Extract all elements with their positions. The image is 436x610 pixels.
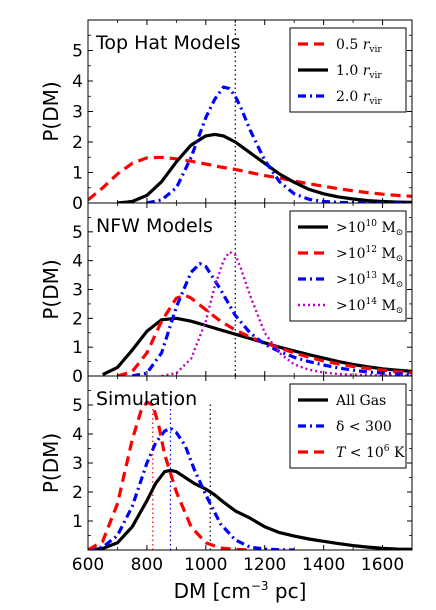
plot-area xyxy=(102,203,412,376)
y-tick-label: 4 xyxy=(72,72,83,92)
y-tick-label: 3 xyxy=(72,103,83,123)
y-tick-label: 3 xyxy=(72,281,83,301)
y-tick-label: 5 xyxy=(72,223,83,243)
x-axis-labels: 600 800 1000 1200 1400 1600 DM [cm−3 pc] xyxy=(72,555,404,603)
legend-label-0-5-r-vir: 0.5 rvir xyxy=(336,37,382,55)
y-tick-label: 5 xyxy=(72,42,83,62)
plot-area xyxy=(88,400,412,550)
y-tick-label: 1 xyxy=(72,512,83,532)
panel-title: Simulation xyxy=(96,388,197,410)
panel-simulation: 1 2 3 4 5 P(DM) Simulation All Gas δ < 300 T < 10… xyxy=(39,375,413,551)
legend-label-300: δ < 300 xyxy=(336,419,392,435)
legend-label-all-gas: All Gas xyxy=(335,393,386,409)
y-tick-label: 2 xyxy=(72,133,83,153)
series-line-10-13-m-sun xyxy=(131,262,412,376)
y-tick-label: 1 xyxy=(72,338,83,358)
panel-title: Top Hat Models xyxy=(95,32,240,54)
y-axis-label: P(DM) xyxy=(39,433,63,493)
y-axis-label: P(DM) xyxy=(39,81,63,141)
x-tick-label: 1400 xyxy=(302,555,345,575)
y-tick-label: 4 xyxy=(72,252,83,272)
panel-top-hat-models: 0 1 2 3 4 5 P(DM) Top Hat Models 0.5 rvir 1.0 rvi… xyxy=(39,19,413,214)
series-line-300 xyxy=(88,426,295,550)
y-tick-label: 5 xyxy=(72,396,83,416)
legend-box xyxy=(289,383,407,469)
y-axis-label: P(DM) xyxy=(39,259,63,319)
y-tick-label: 2 xyxy=(72,483,83,503)
legend-label-10-12-m-sun: >1012 M⊙ xyxy=(336,245,403,264)
x-tick-label: 800 xyxy=(131,555,163,575)
legend: >1010 M⊙ >1012 M⊙ >1013 M⊙ >1014 M⊙ xyxy=(289,210,407,322)
series-line-1-0-r-vir xyxy=(117,132,412,203)
legend-box xyxy=(289,210,407,322)
legend-label-10-10-m-sun: >1010 M⊙ xyxy=(336,219,403,238)
legend-label-1-0-r-vir: 1.0 rvir xyxy=(336,63,382,81)
y-tick-label: 0 xyxy=(72,194,83,214)
y-tick-label: 4 xyxy=(72,425,83,445)
legend-label-t-10-6-k: T < 106 K xyxy=(336,444,405,461)
panel-title: NFW Models xyxy=(96,215,213,237)
legend: 0.5 rvir 1.0 rvir 2.0 rvir xyxy=(289,27,407,113)
y-tick-label: 0 xyxy=(72,367,83,387)
legend-label-10-14-m-sun: >1014 M⊙ xyxy=(336,297,403,316)
series-line-all-gas xyxy=(88,468,412,550)
series-line-10-14-m-sun xyxy=(161,250,412,376)
x-axis-label: DM [cm−3 pc] xyxy=(174,579,307,603)
x-tick-label: 1000 xyxy=(184,555,227,575)
y-tick-label: 2 xyxy=(72,309,83,329)
legend-label-2-0-r-vir: 2.0 rvir xyxy=(336,89,382,107)
x-tick-label: 1200 xyxy=(243,555,286,575)
legend-label-10-13-m-sun: >1013 M⊙ xyxy=(336,271,403,290)
y-tick-label: 1 xyxy=(72,164,83,184)
series-line-10-10-m-sun xyxy=(102,316,412,376)
y-tick-label: 3 xyxy=(72,454,83,474)
series-line-2-0-r-vir xyxy=(146,85,412,203)
plot-area xyxy=(88,20,412,203)
series-line-0-5-r-vir xyxy=(88,155,412,202)
x-tick-label: 600 xyxy=(72,555,104,575)
legend: All Gas δ < 300 T < 106 K xyxy=(289,383,407,469)
x-tick-label: 1600 xyxy=(361,555,404,575)
